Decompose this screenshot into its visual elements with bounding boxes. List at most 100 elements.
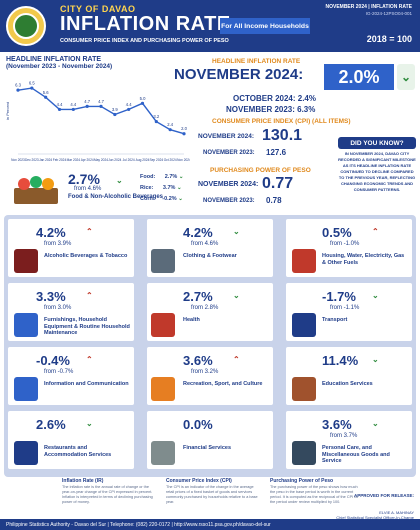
note-title: Purchasing Power of Peso: [270, 478, 334, 484]
data-point: [16, 88, 20, 92]
commodity-card: 3.6% ⌃ from 3.2% Recreation, Sport, and Cul…: [147, 347, 273, 405]
chevron-up-icon: ⌃: [86, 291, 93, 300]
food-breakdown: Food: 2.7% ⌄ Rice: 3.7% ⌄ Corn: -0.2% ⌄: [140, 172, 183, 205]
x-tick-label: Jun 2024: [108, 158, 121, 162]
note-title: Inflation Rate (IR): [62, 478, 104, 484]
card-value: 2.7%: [183, 289, 213, 304]
footer: Philippine Statistics Authority - Davao …: [0, 519, 420, 530]
card-value: 2.6%: [36, 417, 66, 432]
personal-care-icon: [292, 441, 316, 465]
bank-icon: [151, 441, 175, 465]
chevron-down-icon: ⌄: [372, 419, 379, 428]
commodity-card: 2.6% ⌄ Restaurants and Accommodation Servi…: [8, 411, 134, 469]
card-from: from 3.0%: [44, 305, 72, 311]
card-label: Restaurants and Accommodation Services: [44, 445, 112, 458]
definitions: Inflation Rate (IR) The inflation rate i…: [4, 477, 416, 517]
data-label: 4.4: [126, 102, 132, 107]
data-point: [44, 95, 48, 99]
food-label: Food & Non-Alcoholic Beverages: [68, 194, 164, 200]
commodity-card: 3.3% ⌃ from 3.0% Furnishings, Household Equ…: [8, 283, 134, 341]
card-label: Housing, Water, Electricity, Gas & Other…: [322, 253, 405, 266]
card-label: Furnishings, Household Equipment & Routi…: [44, 317, 130, 336]
signatory: ELVIE A. MAHINAY Chief Statistical Specia…: [336, 510, 414, 520]
card-from: from -1.0%: [330, 241, 360, 247]
commodity-card: 3.6% ⌄ from 3.7% Personal Care, and Miscell…: [286, 411, 412, 469]
y-axis-label: in Percent: [5, 101, 10, 120]
commodity-card: 11.4% ⌄ Education Services: [286, 347, 412, 405]
first-aid-icon: [151, 313, 175, 337]
clothing-icon: [151, 249, 175, 273]
data-point: [154, 119, 158, 124]
footer-text: Philippine Statistics Authority - Davao …: [6, 521, 271, 528]
chevron-up-icon: ⌃: [372, 227, 379, 236]
chevron-down-icon: ⌄: [233, 291, 240, 300]
headline-nov-label: NOVEMBER 2024:: [174, 66, 304, 83]
card-from: from 3.7%: [330, 433, 358, 439]
approval-label: APPROVED FOR RELEASE:: [353, 493, 414, 498]
card-from: from 4.6%: [191, 241, 219, 247]
ppp-label: PURCHASING POWER OF PESO: [210, 167, 311, 174]
commodity-card: 4.2% ⌃ from 3.9% Alcoholic Beverages & Toba…: [8, 219, 134, 277]
card-value: 4.2%: [183, 225, 213, 240]
bus-icon: [292, 313, 316, 337]
data-label: 2.0: [181, 126, 187, 131]
chevron-down-icon: ⌄: [372, 355, 379, 364]
cpi-nov23-label: NOVEMBER 2023:: [203, 150, 255, 156]
washing-machine-icon: [14, 313, 38, 337]
x-tick-label: Nov 2024: [177, 158, 190, 162]
data-point: [140, 101, 145, 105]
food-breakdown-row: Corn: -0.2% ⌄: [140, 196, 183, 202]
chevron-down-icon: ⌄: [86, 419, 93, 428]
food-value: 2.7%: [68, 171, 100, 187]
ppp-nov23-value: 0.78: [266, 196, 282, 205]
city-seal-icon: [6, 6, 46, 46]
ppp-nov-label: NOVEMBER 2024:: [198, 181, 259, 188]
data-label: 3.2: [153, 114, 159, 119]
chart-title: HEADLINE INFLATION RATE: [6, 56, 102, 63]
cpi-nov-label: NOVEMBER 2024:: [198, 133, 254, 140]
data-point: [182, 132, 186, 136]
card-from: from -1.1%: [330, 305, 360, 311]
card-value: 3.3%: [36, 289, 66, 304]
card-label: Alcoholic Beverages & Tobacco: [44, 253, 128, 259]
commodity-card: -0.4% ⌃ from -0.7% Information and Communic…: [8, 347, 134, 405]
commodity-card: -1.7% ⌄ from -1.1% Transport: [286, 283, 412, 341]
card-label: Clothing & Footwear: [183, 253, 237, 259]
card-from: from -0.7%: [44, 369, 74, 375]
commodity-card: 0.0% Financial Services: [147, 411, 273, 469]
reference-code: IG-2024-12PSO04-001: [365, 11, 412, 16]
data-point: [85, 104, 89, 108]
commodity-card: 0.5% ⌃ from -1.0% Housing, Water, Electrici…: [286, 219, 412, 277]
card-label: Education Services: [322, 381, 373, 387]
income-households-badge: For All Income Households: [220, 18, 310, 34]
x-tick-label: Nov 2023: [11, 158, 25, 162]
card-value: -1.7%: [322, 289, 356, 304]
chevron-down-icon: ⌄: [233, 227, 240, 236]
note-title: Consumer Price Index (CPI): [166, 478, 232, 484]
card-value: 11.4%: [322, 353, 359, 368]
page-subtitle: CONSUMER PRICE INDEX AND PURCHASING POWE…: [60, 38, 229, 44]
x-tick-label: Oct 2024: [164, 158, 177, 162]
house-icon: [292, 249, 316, 273]
header-banner: CITY OF DAVAO INFLATION RATE CONSUMER PR…: [0, 0, 420, 52]
data-point: [30, 86, 34, 90]
data-label: 3.9: [112, 107, 118, 112]
reference-line: NOVEMBER 2024 | INFLATION RATE: [325, 4, 412, 10]
card-from: from 3.2%: [191, 369, 219, 375]
data-point: [168, 128, 172, 132]
page-title: INFLATION RATE: [60, 13, 231, 35]
data-label: 5.6: [43, 90, 49, 95]
x-tick-label: Aug 2024: [136, 158, 150, 162]
wine-bottle-icon: [14, 249, 38, 273]
data-label: 4.7: [98, 99, 104, 104]
card-from: from 3.9%: [44, 241, 72, 247]
card-label: Transport: [322, 317, 348, 323]
x-tick-label: Dec 2023: [25, 158, 39, 162]
x-tick-label: Mar 2024: [67, 158, 81, 162]
chevron-up-icon: ⌃: [233, 355, 240, 364]
sports-icon: [151, 377, 175, 401]
data-label: 4.7: [84, 99, 90, 104]
card-label: Personal Care, and Miscellaneous Goods a…: [322, 445, 390, 464]
chevron-down-icon: ⌄: [397, 64, 415, 90]
commodity-grid: 4.2% ⌃ from 3.9% Alcoholic Beverages & Toba…: [4, 215, 416, 477]
